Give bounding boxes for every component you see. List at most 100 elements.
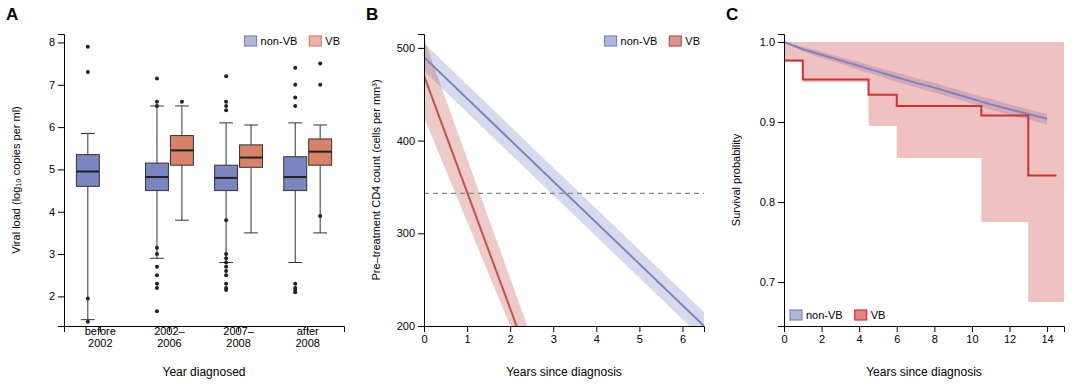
- outlier: [155, 273, 159, 277]
- tick-mark: [58, 169, 64, 170]
- panel-title: C: [726, 5, 738, 24]
- legend-item: VB: [669, 35, 700, 47]
- legend: non-VB VB: [245, 35, 340, 47]
- outlier: [155, 265, 159, 269]
- x-axis: before20022002–20062007–2008after2008: [65, 325, 345, 349]
- legend-label: VB: [325, 35, 340, 47]
- tick-label: 4: [49, 206, 55, 218]
- outlier: [318, 214, 322, 218]
- tick-mark: [1010, 326, 1011, 332]
- tick-label: before2002: [85, 325, 116, 349]
- axis-line: [425, 327, 705, 333]
- tick-mark: [424, 326, 425, 332]
- whisker: [226, 191, 227, 263]
- tick-label: 12: [1004, 333, 1016, 345]
- whisker-cap: [244, 232, 258, 233]
- tick: 8: [932, 326, 938, 345]
- box-body: [170, 136, 193, 166]
- tick-mark: [58, 85, 64, 86]
- tick: 4: [857, 326, 863, 345]
- tick-label: 14: [1041, 333, 1053, 345]
- box-body: [309, 139, 332, 165]
- tick-mark: [822, 326, 823, 332]
- reference-line: [424, 193, 704, 194]
- tick-label: 3: [551, 333, 557, 345]
- tick: 2007–2008: [223, 325, 254, 349]
- outlier: [224, 261, 228, 265]
- tick: 5: [637, 326, 643, 345]
- x-axis-title: Years since diagnosis: [506, 365, 622, 379]
- whisker: [87, 133, 88, 154]
- marks: [424, 39, 704, 326]
- y-axis-title: Survival probability: [730, 133, 742, 226]
- legend-label: non-VB: [806, 309, 843, 321]
- outlier: [293, 95, 297, 99]
- legend-label: non-VB: [261, 35, 298, 47]
- tick-label: 2002–2006: [154, 325, 185, 349]
- tick: 2: [508, 326, 514, 345]
- outlier: [86, 45, 90, 49]
- tick-mark: [596, 326, 597, 332]
- tick-mark: [682, 326, 683, 332]
- tick-mark: [58, 212, 64, 213]
- tick-label: 0.7: [760, 276, 775, 288]
- axis-line: [778, 35, 785, 327]
- box-body: [146, 163, 169, 191]
- legend-swatch: [605, 36, 617, 46]
- outlier: [155, 309, 159, 313]
- tick: 3: [49, 248, 64, 260]
- legend-item: VB: [855, 309, 886, 321]
- box-body: [240, 145, 263, 167]
- tick: 2: [819, 326, 825, 345]
- whisker-cap: [244, 124, 258, 125]
- tick: 0.8: [760, 196, 784, 208]
- tick: 400: [397, 135, 424, 147]
- tick-mark: [1047, 326, 1048, 332]
- outlier: [155, 246, 159, 250]
- whisker-cap: [81, 133, 95, 134]
- legend: non-VB VB: [790, 309, 885, 321]
- whisker-cap: [219, 122, 233, 123]
- median: [240, 157, 263, 159]
- tick-mark: [778, 122, 784, 123]
- box: [146, 76, 169, 313]
- tick: 4: [49, 206, 64, 218]
- tick-label: 4: [594, 333, 600, 345]
- tick-mark: [934, 326, 935, 332]
- tick: 6: [49, 121, 64, 133]
- legend-item: VB: [309, 35, 340, 47]
- panel: 2003004005000123456Years since diagnosis…: [366, 5, 705, 379]
- outlier: [155, 100, 159, 104]
- ci-band: [784, 42, 1064, 302]
- line: [424, 57, 704, 326]
- tick-label: 2: [49, 290, 55, 302]
- outlier: [293, 66, 297, 70]
- outlier: [224, 269, 228, 273]
- tick-mark: [778, 202, 784, 203]
- tick-label: 0: [421, 333, 427, 345]
- tick-mark: [639, 326, 640, 332]
- outlier: [155, 282, 159, 286]
- outlier: [293, 83, 297, 87]
- plot-area: 0.70.80.91.002468101214Years since diagn…: [726, 5, 1065, 379]
- legend-swatch: [790, 310, 802, 320]
- outlier: [86, 320, 90, 324]
- tick-mark: [418, 233, 424, 234]
- tick: 500: [397, 42, 424, 54]
- outlier: [318, 83, 322, 87]
- box: [240, 125, 263, 233]
- tick: 300: [397, 227, 424, 239]
- median: [170, 149, 193, 151]
- tick-label: 6: [680, 333, 686, 345]
- tick-label: 8: [932, 333, 938, 345]
- tick-label: 2: [819, 333, 825, 345]
- outlier: [180, 100, 184, 104]
- box: [76, 45, 99, 324]
- legend-swatch: [245, 36, 257, 46]
- tick-mark: [58, 127, 64, 128]
- box: [215, 74, 238, 292]
- outlier: [86, 70, 90, 74]
- median: [215, 177, 238, 179]
- tick-label: 6: [49, 121, 55, 133]
- tick: 3: [551, 326, 557, 345]
